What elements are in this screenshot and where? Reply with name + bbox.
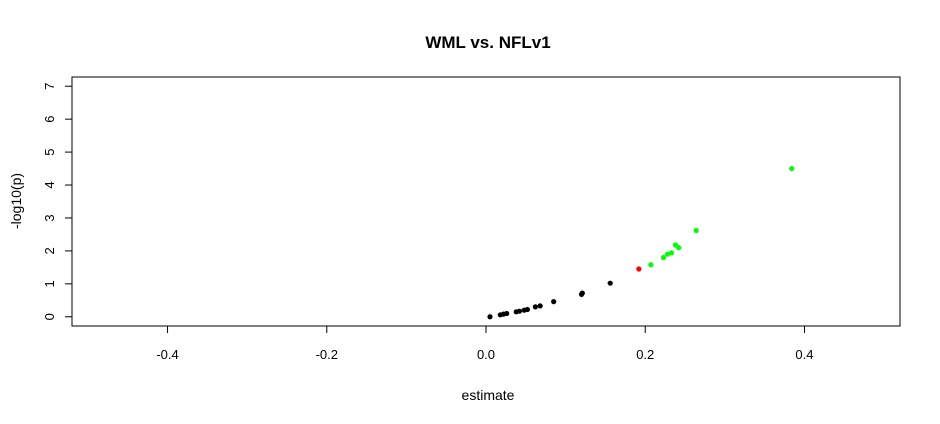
- x-tick-label: -0.4: [156, 347, 178, 362]
- x-tick-label: 0.0: [477, 347, 495, 362]
- y-axis-label: -log10(p): [8, 173, 24, 229]
- data-point: [504, 310, 510, 317]
- y-tick-label: 2: [42, 247, 57, 254]
- data-point: [676, 245, 682, 251]
- data-point: [487, 314, 493, 320]
- chart-title: WML vs. NFLv1: [425, 33, 550, 52]
- data-point: [532, 304, 538, 310]
- y-tick-label: 5: [42, 148, 57, 155]
- data-point: [636, 266, 642, 272]
- data-point: [693, 227, 699, 234]
- x-axis-label: estimate: [462, 387, 515, 403]
- data-point: [516, 308, 523, 314]
- x-axis: -0.4 -0.2 0.0 0.2 0.4: [156, 325, 814, 362]
- data-point: [524, 306, 531, 313]
- y-tick-label: 7: [42, 83, 57, 90]
- data-point: [579, 290, 585, 296]
- plot-frame: [71, 76, 901, 327]
- data-point: [664, 251, 671, 257]
- y-tick-label: 6: [42, 116, 57, 123]
- data-point: [789, 165, 795, 172]
- y-tick-label: 0: [42, 313, 57, 320]
- y-axis: 0 1 2 3 4 5 6 7: [42, 83, 73, 320]
- y-tick-label: 1: [42, 280, 57, 287]
- data-point: [551, 299, 557, 305]
- data-point: [668, 250, 675, 256]
- y-tick-label: 4: [42, 181, 57, 188]
- y-tick-label: 3: [42, 214, 57, 221]
- x-tick-label: -0.2: [316, 347, 338, 362]
- data-point: [648, 262, 654, 268]
- data-point: [537, 303, 543, 309]
- data-point: [660, 254, 667, 261]
- data-point: [607, 280, 613, 286]
- x-tick-label: 0.4: [795, 347, 813, 362]
- x-tick-label: 0.2: [636, 347, 654, 362]
- data-points: [487, 165, 795, 320]
